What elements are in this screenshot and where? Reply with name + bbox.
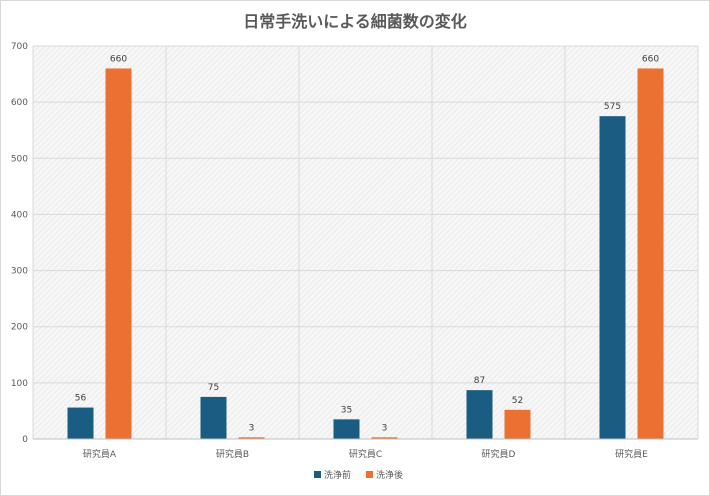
x-tick-label: 研究員B bbox=[216, 448, 249, 460]
x-tick-label: 研究員C bbox=[349, 448, 382, 460]
bar-after bbox=[637, 68, 664, 439]
data-label: 87 bbox=[474, 376, 485, 386]
bars bbox=[67, 68, 664, 439]
legend-swatch bbox=[314, 471, 321, 478]
data-label: 3 bbox=[249, 423, 255, 433]
x-axis: 研究員A 研究員B 研究員C 研究員D 研究員E bbox=[33, 438, 698, 460]
y-tick-label: 0 bbox=[22, 435, 28, 445]
bar-before bbox=[67, 407, 94, 439]
y-tick-label: 200 bbox=[11, 323, 28, 333]
y-tick-label: 600 bbox=[11, 98, 28, 108]
bar-before bbox=[466, 390, 493, 439]
y-tick-label: 700 bbox=[11, 42, 28, 52]
x-tick-label: 研究員A bbox=[83, 448, 117, 460]
data-label: 3 bbox=[382, 423, 388, 433]
y-tick-label: 100 bbox=[11, 379, 28, 389]
legend: 洗浄前 洗浄後 bbox=[314, 469, 403, 481]
data-label: 52 bbox=[512, 396, 523, 406]
bar-after bbox=[238, 437, 265, 439]
data-labels: 56 660 75 3 35 3 87 52 575 660 bbox=[75, 54, 660, 433]
bar-after bbox=[105, 68, 132, 439]
bar-after bbox=[371, 437, 398, 439]
y-tick-label: 300 bbox=[11, 267, 28, 277]
x-tick-label: 研究員E bbox=[615, 448, 648, 460]
y-axis: 0 100 200 300 400 500 600 700 bbox=[11, 42, 28, 445]
legend-label: 洗浄後 bbox=[376, 469, 403, 481]
bar-before bbox=[200, 396, 227, 439]
data-label: 35 bbox=[341, 405, 352, 415]
chart-title: 日常手洗いによる細菌数の変化 bbox=[243, 12, 467, 31]
bar-after bbox=[504, 409, 531, 439]
x-tick-label: 研究員D bbox=[482, 448, 516, 460]
legend-label: 洗浄前 bbox=[324, 469, 351, 481]
bar-before bbox=[599, 116, 626, 439]
data-label: 575 bbox=[604, 102, 621, 112]
data-label: 56 bbox=[75, 394, 87, 404]
plot-area bbox=[33, 46, 698, 439]
data-label: 660 bbox=[110, 54, 127, 64]
bar-before bbox=[333, 419, 360, 439]
data-label: 75 bbox=[208, 383, 219, 393]
data-label: 660 bbox=[642, 54, 659, 64]
legend-swatch bbox=[366, 471, 373, 478]
y-tick-label: 400 bbox=[11, 210, 28, 220]
y-tick-label: 500 bbox=[11, 154, 28, 164]
